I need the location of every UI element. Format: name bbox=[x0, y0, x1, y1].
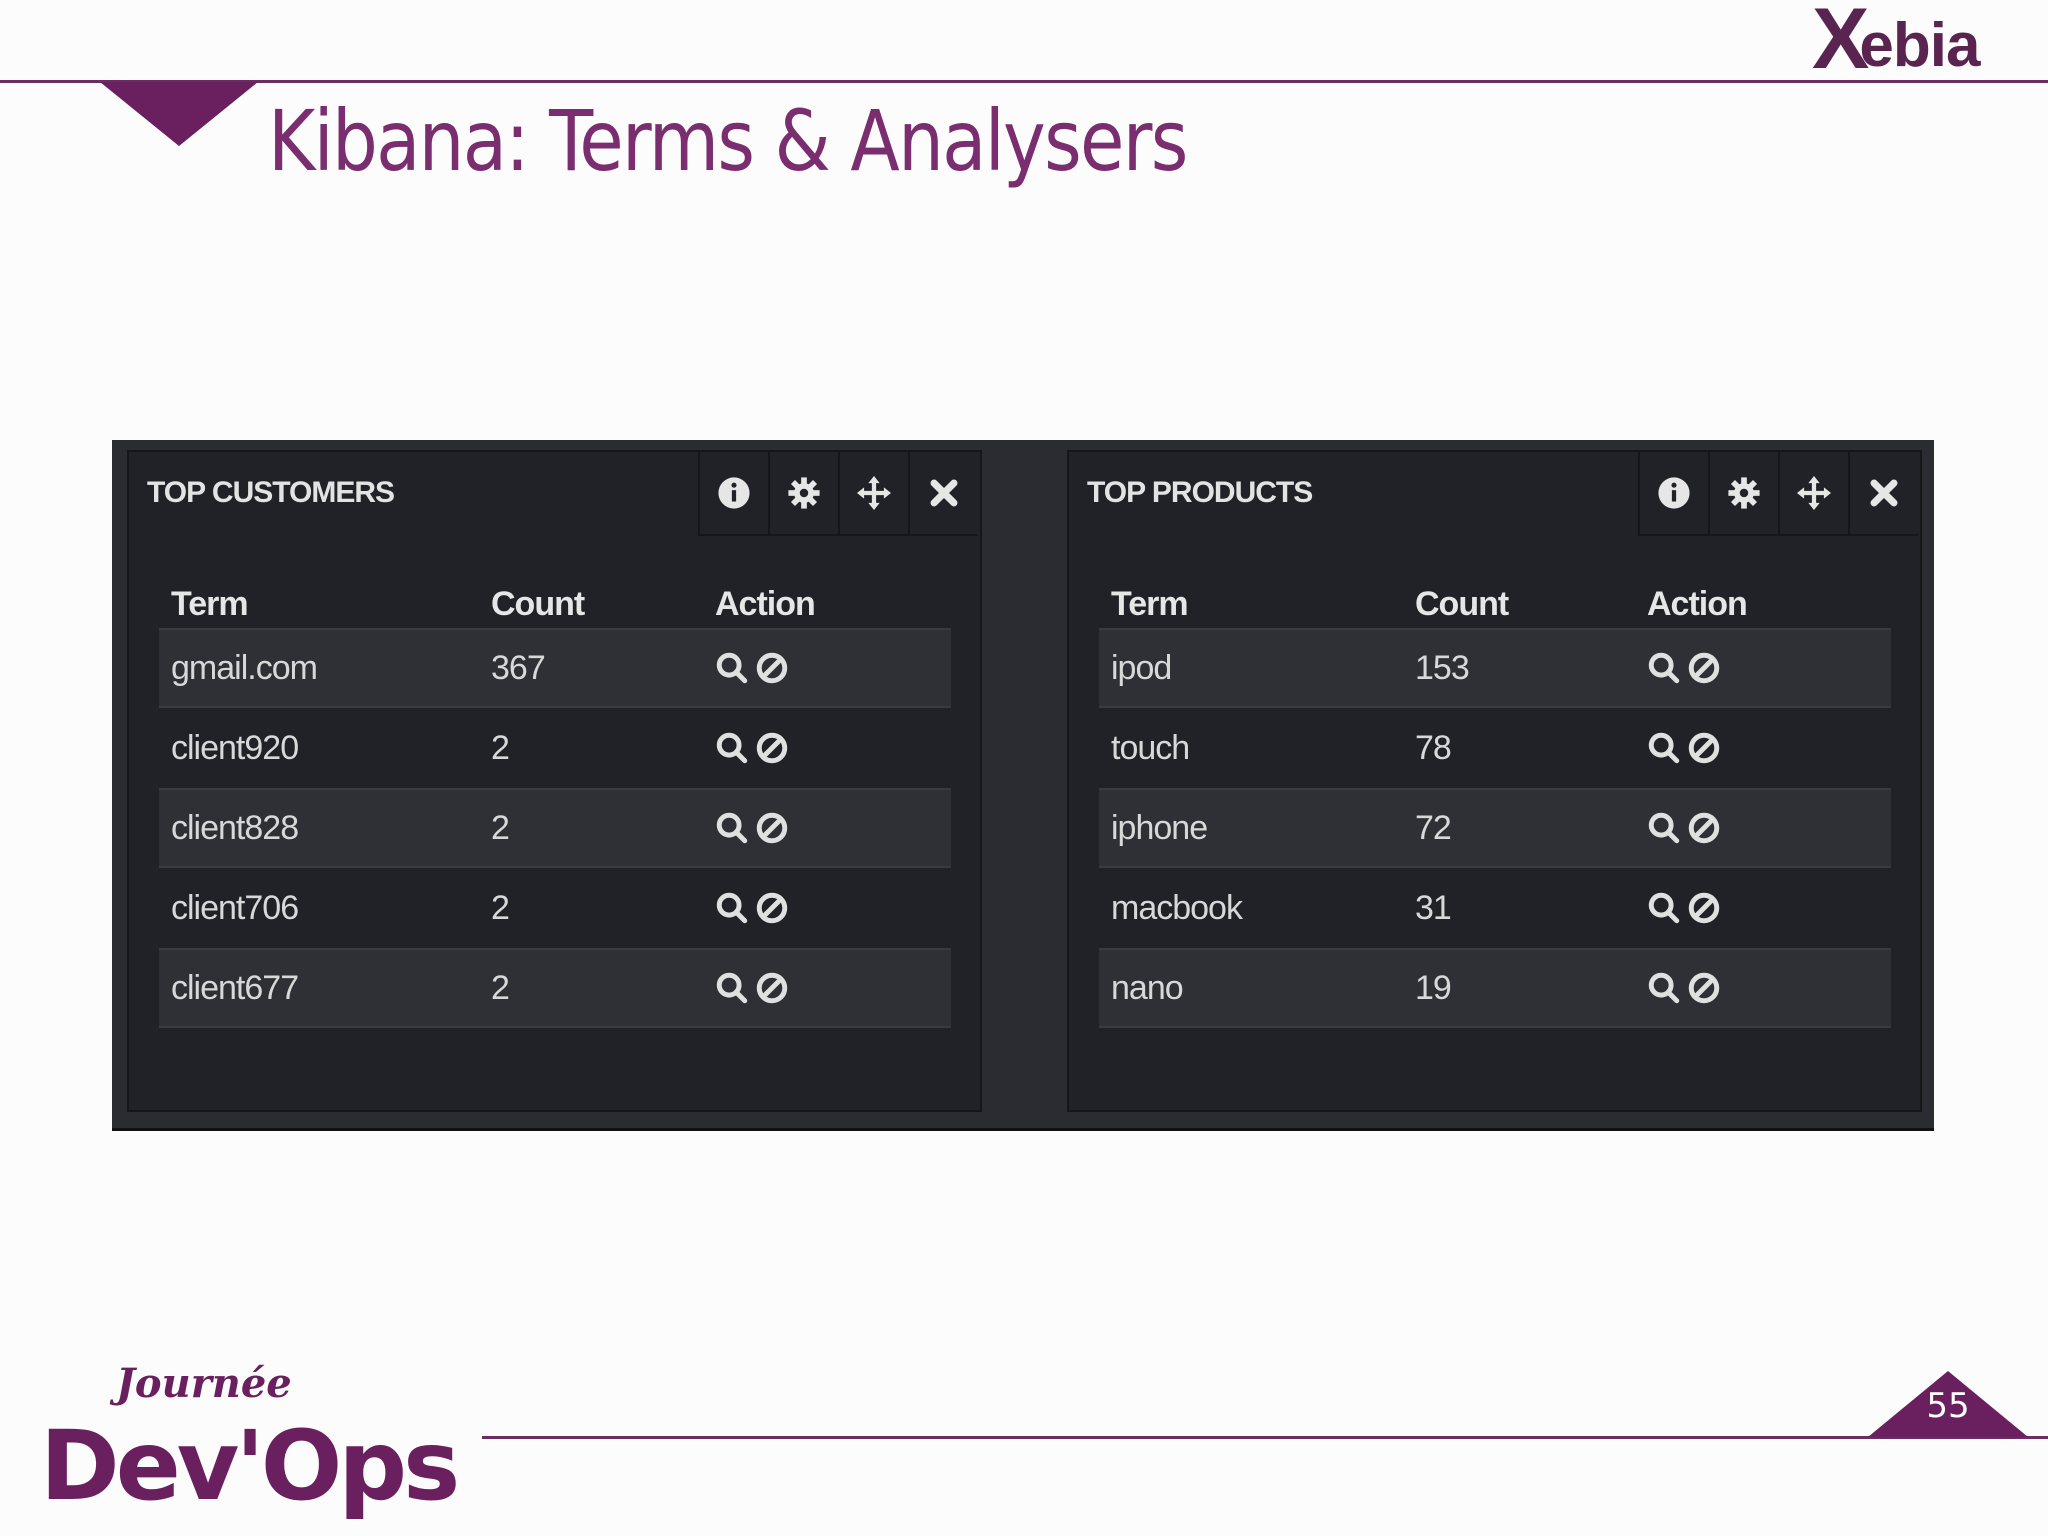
settings-button[interactable] bbox=[768, 452, 838, 536]
exclude-icon[interactable] bbox=[755, 971, 789, 1005]
gear-icon bbox=[788, 477, 820, 509]
table-row: iphone 72 bbox=[1099, 788, 1891, 868]
table-row: nano 19 bbox=[1099, 948, 1891, 1028]
term-cell: client920 bbox=[171, 728, 299, 767]
search-icon[interactable] bbox=[1647, 971, 1681, 1005]
col-count[interactable]: Count bbox=[1415, 584, 1509, 623]
col-action: Action bbox=[1647, 584, 1748, 623]
term-cell: client828 bbox=[171, 808, 299, 847]
search-icon[interactable] bbox=[715, 731, 749, 765]
term-cell: nano bbox=[1111, 968, 1184, 1007]
count-cell: 78 bbox=[1415, 728, 1452, 767]
info-icon bbox=[1658, 477, 1690, 509]
term-cell: ipod bbox=[1111, 648, 1172, 687]
exclude-icon[interactable] bbox=[1687, 891, 1721, 925]
term-cell: client677 bbox=[171, 968, 299, 1007]
gear-icon bbox=[1728, 477, 1760, 509]
term-cell: gmail.com bbox=[171, 648, 318, 687]
search-icon[interactable] bbox=[1647, 811, 1681, 845]
search-icon[interactable] bbox=[715, 971, 749, 1005]
close-icon bbox=[1870, 479, 1898, 507]
table-row: client706 2 bbox=[159, 868, 951, 948]
info-button[interactable] bbox=[1638, 452, 1708, 536]
move-icon bbox=[857, 476, 891, 510]
col-term[interactable]: Term bbox=[171, 584, 249, 623]
terms-table: Term Count Action gmail.com 367 client920… bbox=[159, 580, 951, 1028]
exclude-icon[interactable] bbox=[1687, 651, 1721, 685]
count-cell: 19 bbox=[1415, 968, 1452, 1007]
table-row: ipod 153 bbox=[1099, 628, 1891, 708]
close-button[interactable] bbox=[1848, 452, 1918, 536]
page-marker bbox=[1868, 1371, 2028, 1437]
search-icon[interactable] bbox=[1647, 731, 1681, 765]
count-cell: 2 bbox=[491, 888, 510, 927]
logo-x: X bbox=[1812, 0, 1870, 87]
count-cell: 72 bbox=[1415, 808, 1452, 847]
panel-title: TOP PRODUCTS bbox=[1087, 476, 1313, 509]
col-action: Action bbox=[715, 584, 816, 623]
search-icon[interactable] bbox=[715, 811, 749, 845]
panel-toolbar bbox=[698, 452, 978, 536]
exclude-icon[interactable] bbox=[755, 651, 789, 685]
info-button[interactable] bbox=[698, 452, 768, 536]
table-row: client828 2 bbox=[159, 788, 951, 868]
count-cell: 2 bbox=[491, 808, 510, 847]
exclude-icon[interactable] bbox=[1687, 811, 1721, 845]
search-icon[interactable] bbox=[1647, 891, 1681, 925]
footer-rule bbox=[482, 1436, 2048, 1439]
term-cell: touch bbox=[1111, 728, 1190, 767]
exclude-icon[interactable] bbox=[755, 891, 789, 925]
count-cell: 2 bbox=[491, 728, 510, 767]
xebia-logo: X ebia bbox=[1812, 0, 1980, 87]
search-icon[interactable] bbox=[715, 891, 749, 925]
table-row: macbook 31 bbox=[1099, 868, 1891, 948]
move-handle[interactable] bbox=[1778, 452, 1848, 536]
info-icon bbox=[718, 477, 750, 509]
table-row: gmail.com 367 bbox=[159, 628, 951, 708]
page-number: 55 bbox=[1926, 1386, 1970, 1426]
panel-top-customers: TOP CUSTOMERS Term Count Action gmail.co… bbox=[127, 450, 982, 1112]
move-handle[interactable] bbox=[838, 452, 908, 536]
col-term[interactable]: Term bbox=[1111, 584, 1189, 623]
table-row: client677 2 bbox=[159, 948, 951, 1028]
panel-toolbar bbox=[1638, 452, 1918, 536]
exclude-icon[interactable] bbox=[755, 811, 789, 845]
term-cell: macbook bbox=[1111, 888, 1243, 927]
exclude-icon[interactable] bbox=[755, 731, 789, 765]
table-header: Term Count Action bbox=[159, 580, 951, 628]
panel-top-products: TOP PRODUCTS Term Count Action ipod 153 t… bbox=[1067, 450, 1922, 1112]
brand-title: Dev'Ops bbox=[40, 1410, 460, 1522]
count-cell: 31 bbox=[1415, 888, 1452, 927]
terms-table: Term Count Action ipod 153 touch 78 iphone… bbox=[1099, 580, 1891, 1028]
count-cell: 2 bbox=[491, 968, 510, 1007]
close-button[interactable] bbox=[908, 452, 978, 536]
count-cell: 367 bbox=[491, 648, 546, 687]
logo-text: ebia bbox=[1859, 11, 1980, 80]
term-cell: client706 bbox=[171, 888, 299, 927]
kibana-dashboard: TOP CUSTOMERS Term Count Action gmail.co… bbox=[112, 440, 1934, 1131]
title-marker bbox=[100, 82, 258, 146]
table-header: Term Count Action bbox=[1099, 580, 1891, 628]
col-count[interactable]: Count bbox=[491, 584, 585, 623]
search-icon[interactable] bbox=[1647, 651, 1681, 685]
panel-title: TOP CUSTOMERS bbox=[147, 476, 395, 509]
header-rule bbox=[0, 80, 2048, 83]
exclude-icon[interactable] bbox=[1687, 731, 1721, 765]
search-icon[interactable] bbox=[715, 651, 749, 685]
term-cell: iphone bbox=[1111, 808, 1208, 847]
exclude-icon[interactable] bbox=[1687, 971, 1721, 1005]
brand-subtitle: Journée bbox=[116, 1360, 292, 1407]
move-icon bbox=[1797, 476, 1831, 510]
count-cell: 153 bbox=[1415, 648, 1470, 687]
table-row: client920 2 bbox=[159, 708, 951, 788]
table-row: touch 78 bbox=[1099, 708, 1891, 788]
slide-title: Kibana: Terms & Analysers bbox=[268, 92, 1188, 190]
close-icon bbox=[930, 479, 958, 507]
settings-button[interactable] bbox=[1708, 452, 1778, 536]
